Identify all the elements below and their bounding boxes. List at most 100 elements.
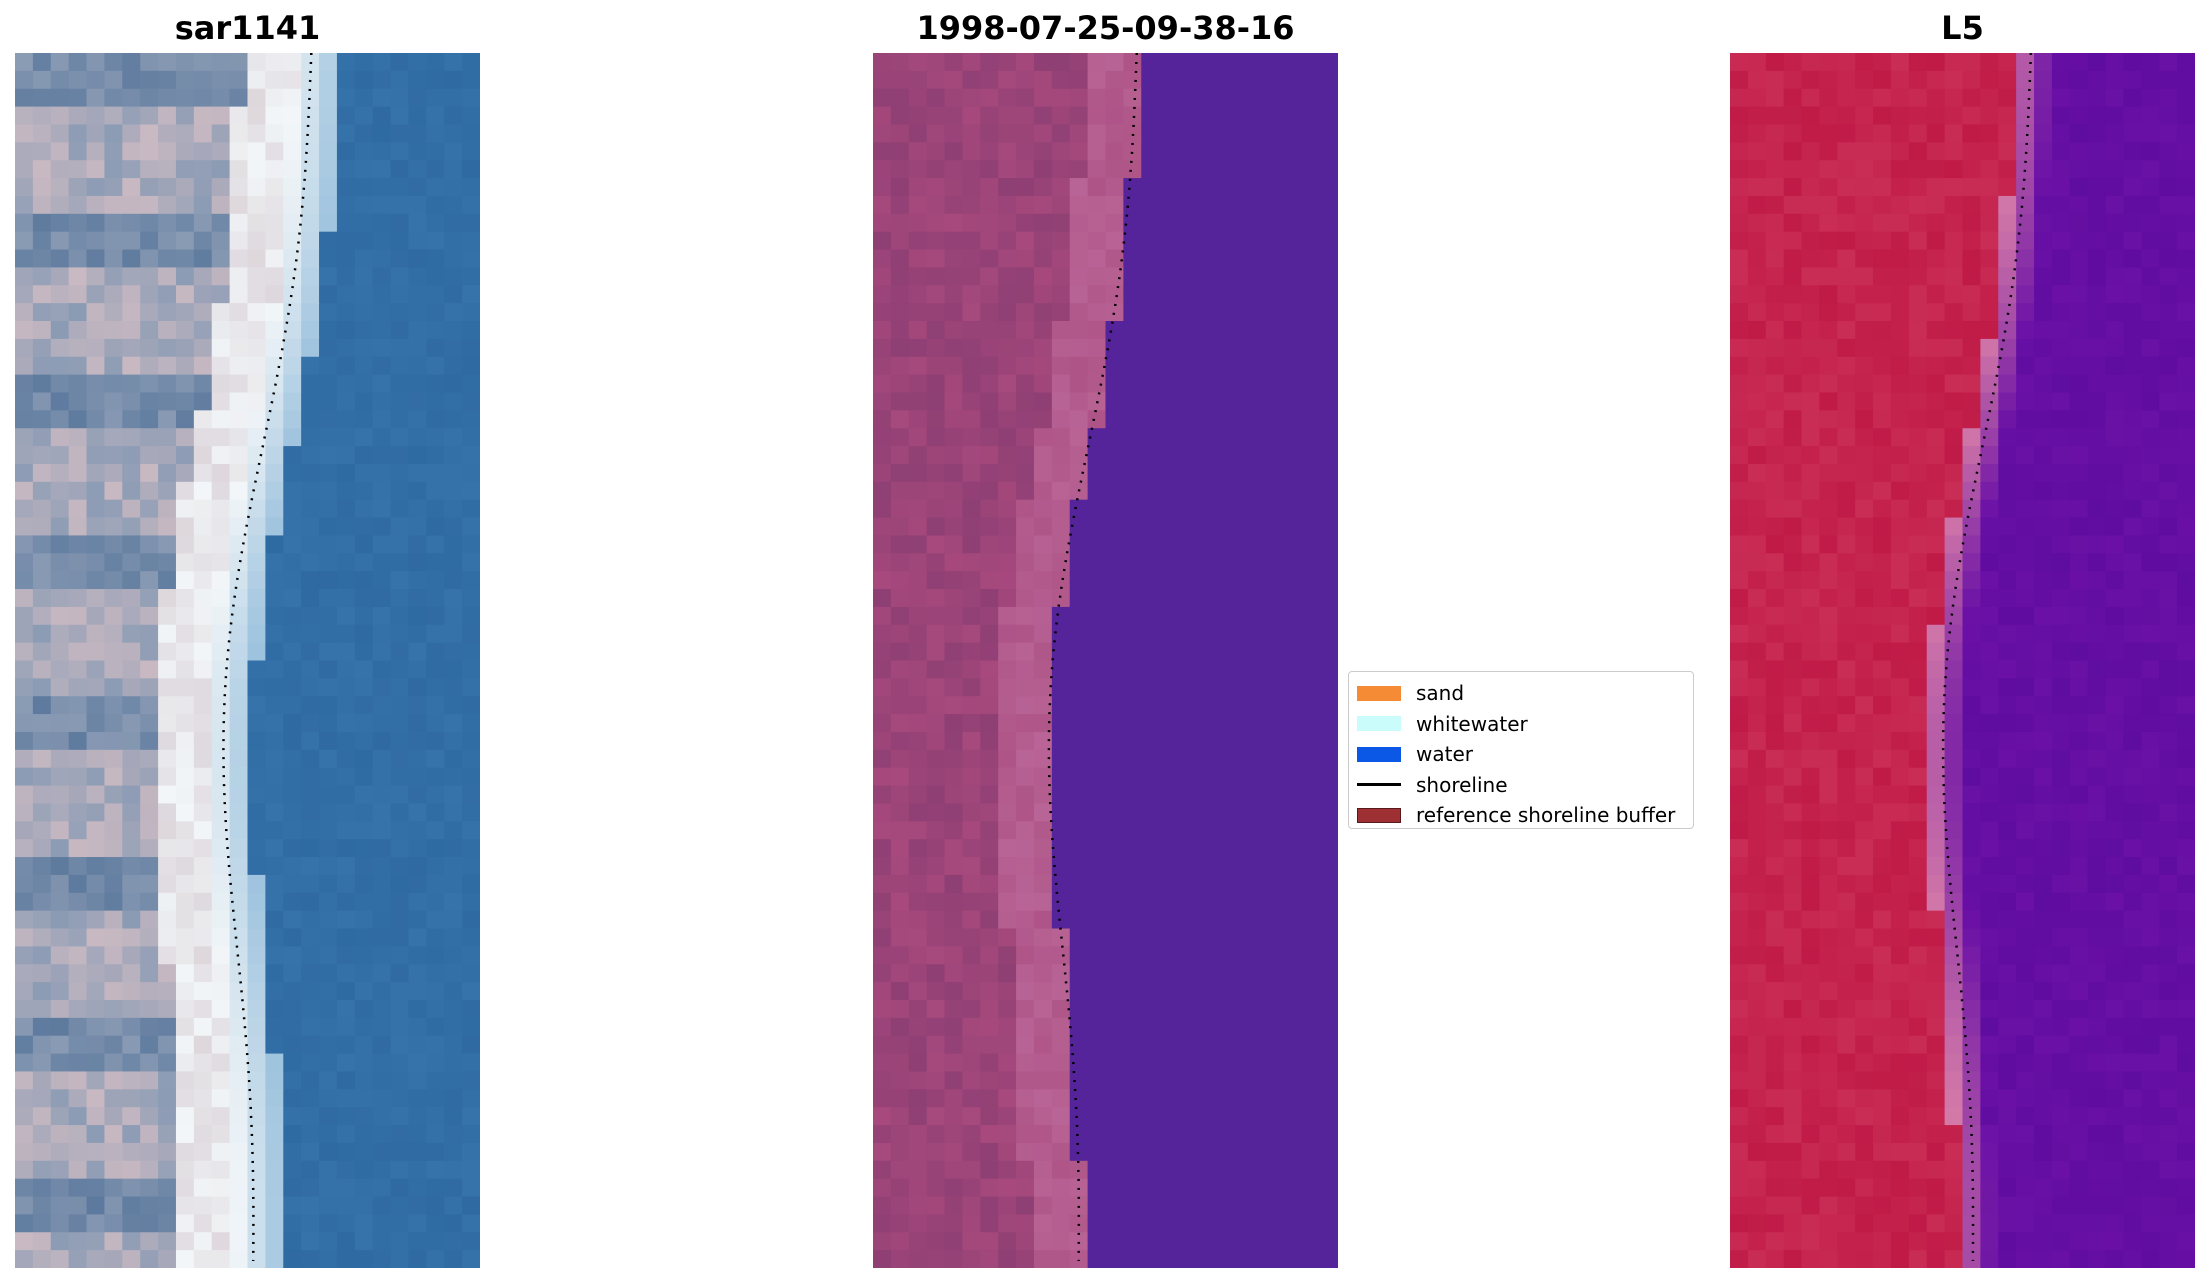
pixel-cell bbox=[1765, 142, 1785, 161]
pixel-cell bbox=[265, 1107, 284, 1126]
pixel-cell bbox=[390, 178, 410, 197]
pixel-cell bbox=[926, 267, 946, 286]
pixel-cell bbox=[2051, 660, 2071, 679]
pixel-cell bbox=[1284, 1053, 1303, 1073]
pixel-cell bbox=[193, 285, 213, 304]
pixel-cell bbox=[1998, 428, 2017, 447]
pixel-cell bbox=[319, 767, 338, 787]
pixel-cell bbox=[1230, 249, 1250, 269]
pixel-cell bbox=[211, 982, 231, 1001]
pixel-cell bbox=[229, 499, 249, 519]
pixel-cell bbox=[2069, 142, 2089, 161]
pixel-cell bbox=[1194, 624, 1214, 644]
pixel-cell bbox=[980, 767, 999, 787]
pixel-cell bbox=[2087, 910, 2107, 930]
pixel-cell bbox=[980, 481, 999, 501]
pixel-cell bbox=[1926, 213, 1946, 233]
pixel-cell bbox=[1855, 999, 1874, 1019]
pixel-cell bbox=[336, 714, 356, 733]
pixel-cell bbox=[247, 195, 266, 215]
pixel-cell bbox=[1141, 178, 1160, 197]
pixel-cell bbox=[1266, 1035, 1285, 1055]
pixel-cell bbox=[193, 410, 213, 429]
pixel-cell bbox=[908, 410, 928, 429]
pixel-cell bbox=[2034, 338, 2053, 358]
pixel-cell bbox=[1819, 88, 1838, 108]
pixel-cell bbox=[2034, 142, 2053, 161]
pixel-cell bbox=[1159, 642, 1178, 662]
pixel-cell bbox=[2087, 1035, 2107, 1055]
pixel-cell bbox=[1890, 124, 1910, 143]
pixel-cell bbox=[1783, 321, 1803, 340]
pixel-cell bbox=[962, 964, 981, 983]
pixel-cell bbox=[1765, 571, 1785, 590]
pixel-cell bbox=[336, 160, 356, 179]
pixel-cell bbox=[980, 321, 999, 340]
pixel-cell bbox=[193, 428, 213, 447]
pixel-cell bbox=[1944, 1017, 1964, 1037]
pixel-cell bbox=[873, 517, 892, 537]
pixel-cell bbox=[2016, 88, 2035, 108]
pixel-cell bbox=[32, 374, 52, 394]
pixel-cell bbox=[2051, 499, 2071, 519]
pixel-cell bbox=[1765, 481, 1785, 501]
pixel-cell bbox=[1141, 892, 1160, 912]
pixel-cell bbox=[390, 589, 410, 608]
pixel-cell bbox=[354, 213, 374, 233]
pixel-cell bbox=[32, 53, 52, 72]
pixel-cell bbox=[2105, 142, 2125, 161]
pixel-cell bbox=[1320, 910, 1338, 930]
pixel-cell bbox=[158, 589, 177, 608]
pixel-cell bbox=[104, 1071, 123, 1090]
pixel-cell bbox=[2051, 70, 2071, 90]
pixel-cell bbox=[1051, 642, 1071, 662]
pixel-cell bbox=[1087, 142, 1107, 161]
pixel-cell bbox=[193, 249, 213, 269]
pixel-cell bbox=[1284, 88, 1303, 108]
pixel-cell bbox=[2123, 267, 2142, 286]
pixel-cell bbox=[32, 892, 52, 912]
pixel-cell bbox=[1105, 446, 1124, 465]
pixel-cell bbox=[390, 767, 410, 787]
pixel-cell bbox=[2016, 696, 2035, 715]
pixel-cell bbox=[2177, 374, 2195, 394]
pixel-cell bbox=[908, 1071, 928, 1090]
pixel-cell bbox=[1105, 1071, 1124, 1090]
pixel-cell bbox=[1998, 982, 2017, 1001]
pixel-cell bbox=[1016, 535, 1035, 554]
pixel-cell bbox=[1266, 213, 1285, 233]
pixel-cell bbox=[1016, 160, 1035, 179]
pixel-cell bbox=[1873, 964, 1892, 983]
pixel-cell bbox=[1230, 589, 1250, 608]
pixel-cell bbox=[372, 857, 392, 876]
pixel-cell bbox=[1801, 660, 1821, 679]
pixel-cell bbox=[2051, 910, 2071, 930]
pixel-cell bbox=[2159, 303, 2178, 322]
pixel-cell bbox=[1998, 124, 2017, 143]
pixel-cell bbox=[372, 1053, 392, 1073]
pixel-cell bbox=[1266, 499, 1285, 519]
pixel-cell bbox=[158, 857, 177, 876]
pixel-cell bbox=[1962, 1017, 1981, 1037]
pixel-cell bbox=[1747, 606, 1767, 626]
pixel-cell bbox=[1855, 696, 1874, 715]
pixel-cell bbox=[2069, 785, 2089, 805]
pixel-cell bbox=[1890, 714, 1910, 733]
pixel-cell bbox=[908, 303, 928, 322]
pixel-cell bbox=[283, 160, 302, 179]
pixel-cell bbox=[1123, 410, 1142, 429]
pixel-cell bbox=[122, 696, 141, 715]
pixel-cell bbox=[1962, 70, 1981, 90]
pixel-cell bbox=[2051, 606, 2071, 626]
pixel-cell bbox=[1194, 1071, 1214, 1090]
pixel-cell bbox=[354, 1178, 374, 1198]
pixel-cell bbox=[1944, 517, 1964, 537]
pixel-cell bbox=[426, 124, 445, 143]
pixel-cell bbox=[390, 928, 410, 947]
pixel-cell bbox=[962, 374, 981, 394]
pixel-cell bbox=[175, 267, 195, 286]
pixel-cell bbox=[873, 642, 892, 662]
pixel-cell bbox=[1230, 767, 1250, 787]
pixel-cell bbox=[980, 624, 999, 644]
pixel-cell bbox=[1087, 999, 1107, 1019]
